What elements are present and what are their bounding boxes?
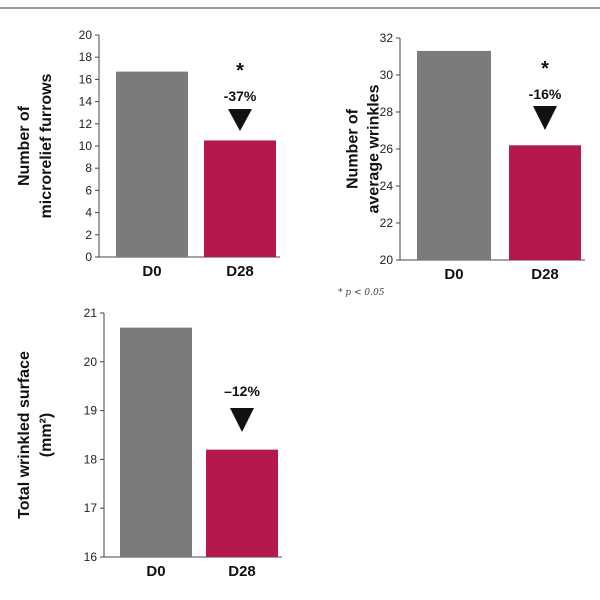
significance-star: *: [236, 60, 244, 82]
y-tick-label: 21: [84, 306, 98, 320]
y-tick-label: 22: [380, 216, 394, 230]
y-tick-label: 20: [380, 253, 394, 267]
y-tick-label: 19: [84, 404, 98, 418]
down-triangle-icon: [230, 408, 254, 432]
y-tick-label: 24: [380, 179, 394, 193]
bar-d28: [509, 145, 581, 260]
y-tick-label: 2: [85, 228, 92, 242]
significance-footnote: * p < 0.05: [338, 288, 385, 298]
y-tick-label: 6: [85, 183, 92, 197]
change-label: –12%: [224, 383, 260, 399]
y-tick-label: 17: [84, 501, 98, 515]
y-tick-label: 10: [79, 139, 93, 153]
furrows-chart: 0 2 4 6 8 10 12 14 16 18 20 D0 D28 Number of microreli…: [16, 28, 280, 280]
y-tick-label: 8: [85, 161, 92, 175]
y-tick-label: 16: [79, 72, 93, 86]
y-tick-label: 14: [79, 95, 93, 109]
y-tick-label: 16: [84, 550, 98, 564]
y-axis-label: Number of: [16, 105, 33, 186]
category-label: D28: [226, 263, 254, 280]
down-triangle-icon: [228, 109, 252, 131]
change-label: -37%: [224, 88, 257, 104]
change-label: -16%: [529, 86, 562, 102]
y-axis-label: Total wrinkled surface: [16, 351, 33, 519]
down-triangle-icon: [533, 106, 557, 130]
y-tick-label: 18: [84, 452, 98, 466]
y-tick-label: 32: [380, 31, 394, 45]
category-label: D28: [228, 563, 256, 580]
bar-d0: [120, 327, 192, 557]
y-tick-label: 28: [380, 105, 394, 119]
y-tick-label: 26: [380, 142, 394, 156]
wrinkles-chart: 20 22 24 26 28 30 32 D0 D28 Number of average wrin…: [345, 31, 585, 283]
category-label: D28: [531, 266, 559, 283]
y-axis-label: Number of: [345, 108, 362, 189]
y-tick-label: 20: [84, 355, 98, 369]
y-tick-label: 20: [79, 28, 93, 42]
bar-d28: [206, 449, 278, 557]
bar-d0: [116, 71, 188, 257]
y-tick-label: 0: [85, 250, 92, 264]
y-axis-label: average wrinkles: [366, 84, 383, 213]
category-label: D0: [146, 563, 165, 580]
y-tick-label: 18: [79, 50, 93, 64]
y-tick-label: 30: [380, 68, 394, 82]
y-tick-label: 12: [79, 117, 93, 131]
category-label: D0: [142, 263, 161, 280]
y-axis-label: (mm²): [38, 413, 55, 457]
significance-star: *: [541, 58, 549, 80]
y-axis-label: microrelief furrows: [38, 73, 55, 218]
surface-chart: 16 17 18 19 20 21 D0 D28 Total wrinkled surface (…: [16, 306, 282, 580]
top-rule: [0, 7, 600, 9]
category-label: D0: [444, 266, 463, 283]
bar-d0: [417, 50, 491, 261]
y-tick-label: 4: [85, 206, 92, 220]
bar-d28: [204, 140, 276, 257]
